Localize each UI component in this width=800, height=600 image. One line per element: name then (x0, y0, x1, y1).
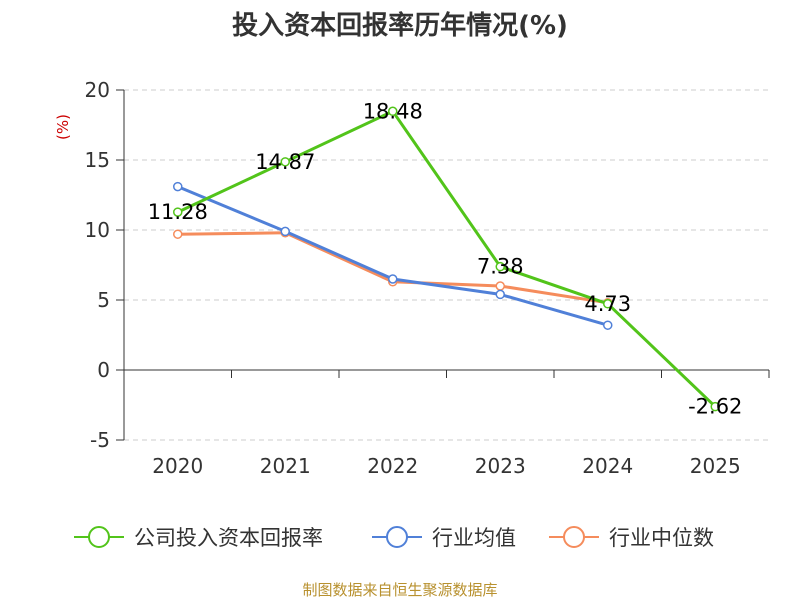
data-label-2021: 14.87 (255, 150, 315, 174)
y-tick-label-20: 20 (85, 78, 110, 102)
y-axis-unit-label: (%) (54, 114, 72, 140)
y-tick-label-10: 10 (85, 218, 110, 242)
x-tick-label-2025: 2025 (690, 454, 741, 478)
data-label-2020: 11.28 (148, 200, 208, 224)
legend-label-2: 行业中位数 (609, 526, 714, 550)
legend-label-0: 公司投入资本回报率 (134, 526, 323, 550)
point-s2-2023 (495, 281, 505, 291)
x-tick-label-2022: 2022 (367, 454, 418, 478)
point-s1-2023 (495, 289, 505, 300)
point-s0-2024 (603, 299, 613, 309)
x-tick-label-2020: 2020 (152, 454, 203, 478)
y-tick-label--5: -5 (90, 428, 110, 452)
x-tick-label-2021: 2021 (260, 454, 311, 478)
footer-source: 制图数据来自恒生聚源数据库 (302, 581, 497, 599)
data-label-2023: 7.38 (477, 255, 524, 279)
data-label-2024: 4.73 (584, 292, 631, 316)
chart-title: 投入资本回报率历年情况(%) (232, 10, 568, 41)
y-tick-label-5: 5 (97, 288, 110, 312)
grid-lines (124, 89, 769, 441)
x-tick-label-2023: 2023 (475, 454, 526, 478)
x-tick-label-2024: 2024 (582, 454, 633, 478)
point-s1-2022 (388, 274, 398, 284)
legend-marker-0 (88, 526, 110, 548)
data-label-2022: 18.48 (363, 99, 423, 123)
axes: 20 15 10 5 0 -5 2020 2021 2022 2023 2024 2025 (85, 78, 770, 478)
point-s1-2024 (603, 320, 613, 330)
series-line-0 (177, 109, 717, 408)
y-tick-label-0: 0 (97, 358, 110, 382)
series-lines (173, 106, 720, 412)
point-s0-2020 (173, 207, 183, 217)
data-label-2025: -2.62 (688, 395, 742, 419)
point-s1-2020 (173, 181, 183, 192)
series-line-1 (177, 185, 609, 327)
legend: 公司投入资本回报率 行业均值 行业中位数 (74, 526, 714, 550)
point-s1-2021 (280, 226, 290, 237)
series-line-2 (177, 231, 609, 305)
data-labels: 11.28 14.87 18.48 7.38 4.73 -2.62 (148, 99, 743, 418)
legend-marker-2 (563, 526, 585, 548)
point-s2-2020 (173, 229, 183, 239)
legend-label-1: 行业均值 (432, 526, 516, 550)
point-s0-2025 (710, 401, 720, 412)
point-s0-2023 (495, 261, 505, 272)
y-tick-label-15: 15 (85, 148, 110, 172)
legend-marker-1 (386, 526, 408, 548)
point-s0-2022 (388, 106, 398, 117)
point-s0-2021 (280, 157, 290, 167)
